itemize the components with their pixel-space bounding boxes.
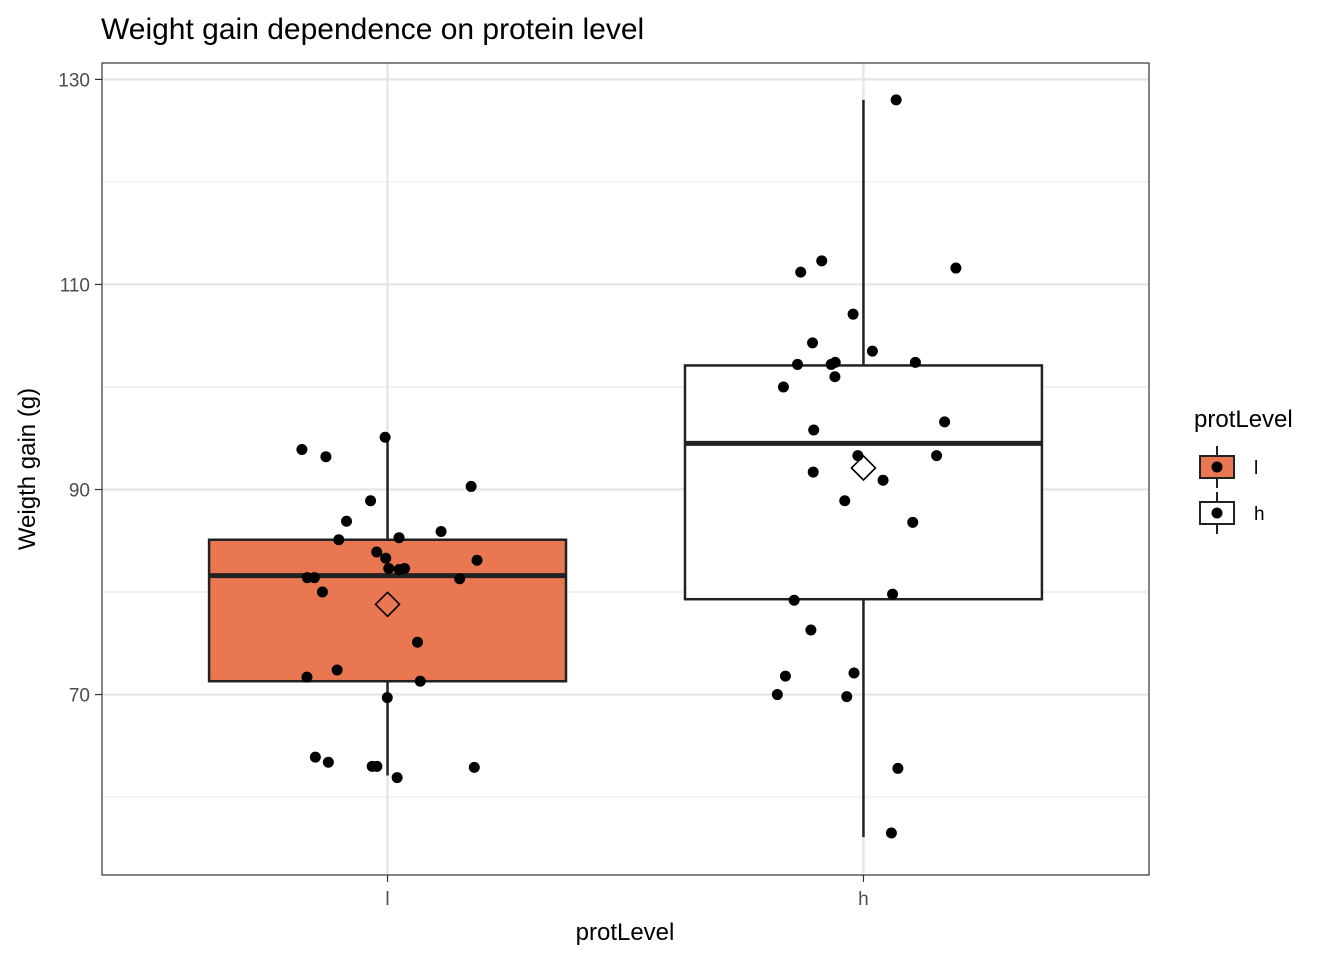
data-point <box>816 255 828 267</box>
data-point <box>454 573 466 585</box>
legend-title: protLevel <box>1194 406 1293 433</box>
data-point <box>805 624 817 636</box>
data-point <box>892 762 904 774</box>
legend-item-h: h <box>1199 492 1265 534</box>
data-point <box>316 586 328 598</box>
legend-label: l <box>1254 458 1258 479</box>
data-point <box>399 562 411 574</box>
data-point <box>296 444 308 456</box>
data-point <box>841 691 853 703</box>
mean-marker-layer <box>374 454 877 618</box>
data-point <box>371 546 383 558</box>
data-point <box>779 670 791 682</box>
data-point <box>788 594 800 606</box>
box-h <box>683 364 1044 601</box>
data-point <box>866 345 878 357</box>
box-layer <box>207 99 1044 838</box>
data-point <box>885 827 897 839</box>
data-point <box>333 534 345 546</box>
data-point <box>950 262 962 274</box>
data-point <box>468 761 480 773</box>
y-tick-label: 90 <box>69 481 90 502</box>
data-point <box>391 772 403 784</box>
mean-marker <box>850 454 877 482</box>
data-point <box>795 266 807 278</box>
x-axis-title: protLevel <box>576 919 675 946</box>
data-point <box>829 356 841 368</box>
y-tick-label: 70 <box>69 686 90 707</box>
data-point <box>383 562 395 574</box>
data-point <box>412 636 424 648</box>
data-point <box>379 431 391 443</box>
data-point <box>771 689 783 701</box>
data-point <box>471 554 483 566</box>
data-point <box>331 664 343 676</box>
chart-title: Weight gain dependence on protein level <box>101 13 644 46</box>
data-point <box>414 675 426 687</box>
data-point <box>808 424 820 436</box>
data-point <box>301 671 313 683</box>
data-point <box>365 495 377 507</box>
data-point <box>465 480 477 492</box>
data-point <box>852 450 864 462</box>
y-axis: 70 90 110 130 <box>58 70 102 707</box>
data-point <box>341 515 353 527</box>
point-layer <box>296 94 962 839</box>
data-point <box>877 474 889 486</box>
data-point <box>807 466 819 478</box>
y-tick-label: 110 <box>60 275 90 296</box>
plot-panel-border <box>101 62 1150 876</box>
legend-item-l: l <box>1199 446 1258 488</box>
data-point <box>792 358 804 370</box>
x-tick-label: l <box>385 889 389 910</box>
data-point <box>381 692 393 704</box>
data-point <box>322 756 334 768</box>
data-point <box>890 94 902 106</box>
data-point <box>393 532 405 544</box>
data-point <box>380 552 392 564</box>
mean-marker <box>374 591 401 618</box>
legend-key-point <box>1211 507 1223 519</box>
legend-label: h <box>1254 504 1265 525</box>
data-point <box>931 450 943 462</box>
data-point <box>939 416 951 428</box>
data-point <box>887 588 899 600</box>
x-tick-label: h <box>858 889 869 910</box>
data-point <box>848 667 860 679</box>
data-point <box>829 371 841 383</box>
data-point <box>807 337 819 349</box>
data-point <box>301 572 313 584</box>
data-point <box>909 356 921 368</box>
legend-key-point <box>1211 461 1223 473</box>
data-point <box>777 381 789 393</box>
data-point <box>309 751 321 763</box>
data-point <box>435 526 447 538</box>
y-tick-label: 130 <box>58 70 90 91</box>
y-axis-title: Weigth gain (g) <box>14 388 41 550</box>
data-point <box>847 308 859 320</box>
legend: protLevel l h <box>1194 406 1293 534</box>
data-point <box>366 760 378 772</box>
data-point <box>320 451 332 463</box>
data-point <box>907 516 919 528</box>
data-point <box>839 495 851 507</box>
